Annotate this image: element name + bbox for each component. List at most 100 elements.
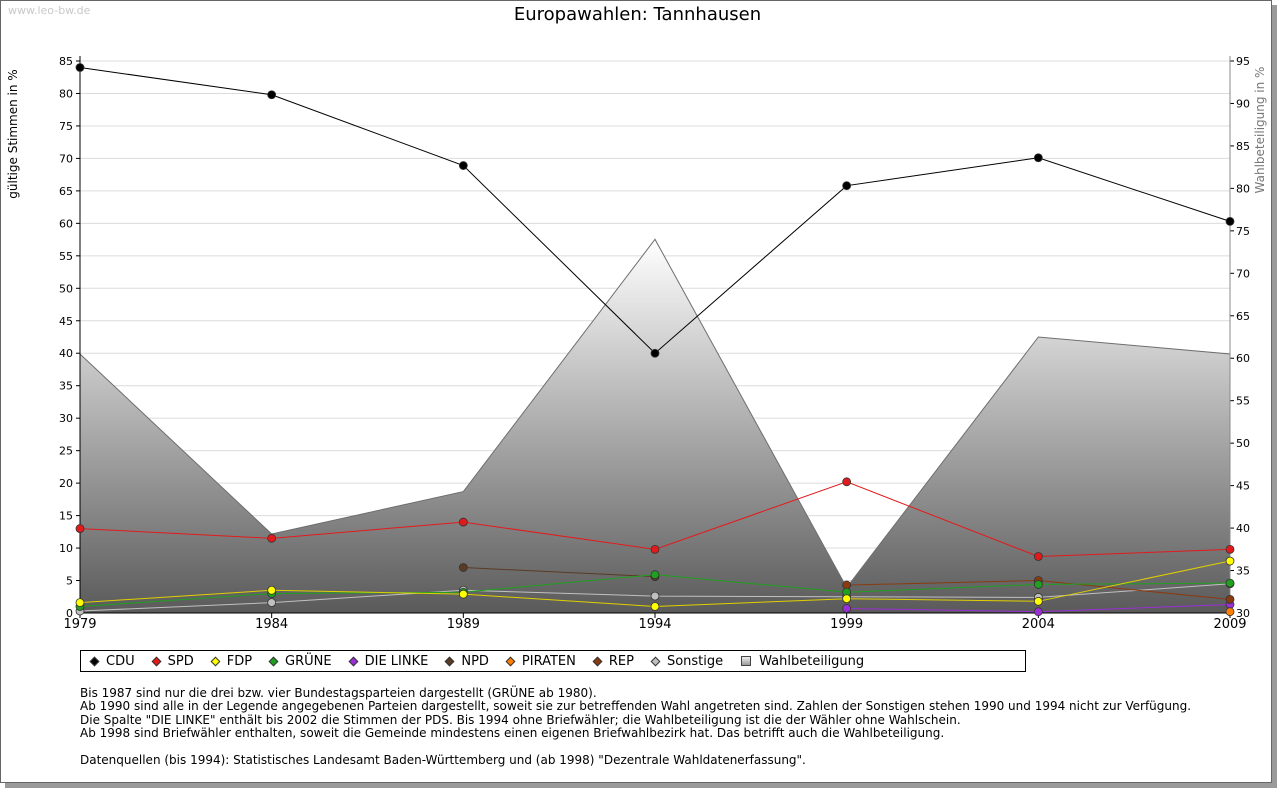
legend-diamond-icon bbox=[89, 656, 100, 666]
y2-tick-label: 45 bbox=[1236, 480, 1250, 493]
legend-item: Sonstige bbox=[650, 653, 724, 669]
y-tick-label: 25 bbox=[59, 445, 73, 458]
y2-tick-label: 90 bbox=[1236, 97, 1250, 110]
y-tick-label: 40 bbox=[59, 347, 73, 360]
turnout-area-shape bbox=[79, 238, 1231, 614]
x-tick-label: 1994 bbox=[638, 617, 671, 632]
note-line: Ab 1990 sind alle in der Legende angegeb… bbox=[80, 699, 1192, 714]
legend-label: SPD bbox=[167, 653, 194, 669]
y2-tick-label: 75 bbox=[1236, 225, 1250, 238]
legend-item: FDP bbox=[210, 654, 252, 669]
data-point-spd bbox=[1033, 552, 1043, 561]
y2-tick-label: 30 bbox=[1236, 607, 1250, 620]
chart-title: Europawahlen: Tannhausen bbox=[513, 4, 762, 25]
data-point-spd bbox=[650, 544, 660, 554]
legend-diamond-icon bbox=[268, 656, 279, 666]
y-tick-label: 85 bbox=[59, 55, 73, 68]
legend-item: GRÜNE bbox=[268, 654, 332, 669]
legend-square-icon bbox=[741, 656, 752, 666]
legend-diamond-icon bbox=[592, 656, 603, 666]
turnout-area bbox=[79, 238, 1231, 614]
legend-label: Sonstige bbox=[666, 653, 724, 669]
y-axis-label: gültige Stimmen in % bbox=[6, 69, 20, 198]
legend-item: DIE LINKE bbox=[348, 653, 429, 669]
note-line bbox=[80, 741, 1191, 754]
data-point-cdu bbox=[267, 90, 277, 100]
y2-tick-label: 70 bbox=[1236, 267, 1250, 280]
x-tick-label: 1979 bbox=[63, 617, 96, 632]
legend-label: PIRATEN bbox=[521, 653, 576, 669]
x-tick-label: 2004 bbox=[1022, 617, 1055, 632]
axes: 0 5 10 15 20 25 30 35 40 45 50 55 60 65 70 75 80 85 30 35 40… bbox=[59, 55, 1250, 632]
y-tick-label: 50 bbox=[59, 282, 73, 295]
note-line: Die Spalte "DIE LINKE" enthält bis 2002 … bbox=[80, 712, 961, 727]
y-tick-label: 60 bbox=[59, 217, 73, 230]
y-tick-label: 75 bbox=[59, 120, 73, 133]
x-tick-label: 1989 bbox=[447, 617, 480, 632]
data-point-cdu bbox=[458, 161, 468, 170]
data-point-fdp bbox=[1033, 596, 1043, 606]
y-tick-label: 80 bbox=[59, 87, 73, 100]
footnotes: Bis 1987 sind nur die drei bzw. vier Bun… bbox=[80, 686, 1192, 767]
y-tick-label: 35 bbox=[59, 380, 73, 393]
legend-label: Wahlbeteiligung bbox=[759, 653, 865, 669]
legend-diamond-icon bbox=[505, 656, 516, 666]
y2-tick-label: 65 bbox=[1236, 310, 1250, 323]
note-line: Bis 1987 sind nur die drei bzw. vier Bun… bbox=[80, 686, 597, 700]
data-point-grüne bbox=[650, 570, 660, 580]
x-tick-label: 1999 bbox=[830, 617, 863, 632]
data-point-grüne bbox=[1225, 578, 1235, 588]
y2-tick-label: 60 bbox=[1236, 352, 1250, 365]
data-point-die-linke bbox=[1033, 607, 1043, 617]
chart-svg: 0 5 10 15 20 25 30 35 40 45 50 55 60 65 70 75 80 85 30 35 40… bbox=[6, 55, 1267, 632]
data-point-spd bbox=[458, 517, 468, 527]
data-point-cdu bbox=[75, 63, 85, 72]
data-point-fdp bbox=[458, 589, 468, 599]
watermark: www.leo-bw.de bbox=[8, 4, 91, 17]
legend-diamond-icon bbox=[210, 656, 221, 666]
legend-item: CDU bbox=[89, 653, 135, 669]
y-tick-label: 0 bbox=[66, 607, 73, 620]
y2-tick-label: 95 bbox=[1236, 55, 1250, 68]
data-point-fdp bbox=[650, 602, 660, 611]
legend-diamond-icon bbox=[348, 656, 359, 666]
data-point-die-linke bbox=[842, 604, 852, 613]
legend-diamond-icon bbox=[650, 656, 661, 666]
data-point-npd bbox=[458, 563, 468, 572]
data-point-rep bbox=[1225, 594, 1235, 604]
data-point-cdu bbox=[1225, 217, 1235, 226]
y2-tick-label: 50 bbox=[1236, 437, 1250, 450]
series-line-npd bbox=[463, 567, 656, 578]
legend-label: NPD bbox=[461, 653, 489, 669]
y-tick-label: 20 bbox=[59, 477, 73, 490]
legend-label: REP bbox=[608, 653, 634, 669]
series-lines bbox=[75, 63, 1235, 617]
y-tick-label: 10 bbox=[59, 542, 73, 555]
data-point-fdp bbox=[267, 585, 277, 595]
data-point-cdu bbox=[842, 181, 852, 191]
data-point-fdp bbox=[75, 598, 85, 608]
data-point-spd bbox=[1225, 544, 1235, 554]
y-tick-label: 55 bbox=[59, 250, 73, 263]
legend-item: PIRATEN bbox=[505, 653, 576, 669]
legend-label: DIE LINKE bbox=[364, 653, 429, 669]
y-tick-label: 15 bbox=[59, 510, 73, 523]
legend-item: SPD bbox=[151, 653, 194, 669]
data-point-cdu bbox=[650, 348, 660, 358]
legend-item: REP bbox=[592, 653, 634, 669]
data-point-sonstige bbox=[650, 591, 660, 601]
data-point-spd bbox=[267, 533, 277, 543]
y2-tick-label: 55 bbox=[1236, 395, 1250, 408]
legend-label: CDU bbox=[106, 653, 135, 669]
y-tick-label: 45 bbox=[59, 315, 73, 328]
legend-diamond-icon bbox=[151, 656, 162, 666]
y-tick-label: 30 bbox=[59, 412, 73, 425]
y2-tick-label: 40 bbox=[1236, 522, 1250, 535]
data-point-cdu bbox=[1033, 153, 1043, 163]
data-point-spd bbox=[75, 524, 85, 533]
y2-tick-label: 35 bbox=[1236, 565, 1250, 578]
legend-diamond-icon bbox=[444, 656, 455, 666]
y-tick-label: 70 bbox=[59, 152, 73, 165]
legend-item: NPD bbox=[444, 653, 489, 669]
x-tick-label: 2009 bbox=[1213, 617, 1246, 632]
